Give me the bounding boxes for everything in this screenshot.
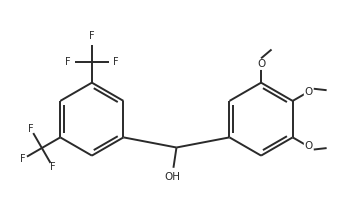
- Text: F: F: [89, 31, 95, 41]
- Text: F: F: [20, 154, 26, 164]
- Text: OH: OH: [164, 172, 180, 182]
- Text: O: O: [304, 87, 313, 97]
- Text: F: F: [65, 58, 70, 67]
- Text: F: F: [113, 58, 119, 67]
- Text: O: O: [257, 59, 265, 69]
- Text: F: F: [28, 124, 34, 134]
- Text: F: F: [50, 162, 56, 172]
- Text: O: O: [304, 141, 313, 151]
